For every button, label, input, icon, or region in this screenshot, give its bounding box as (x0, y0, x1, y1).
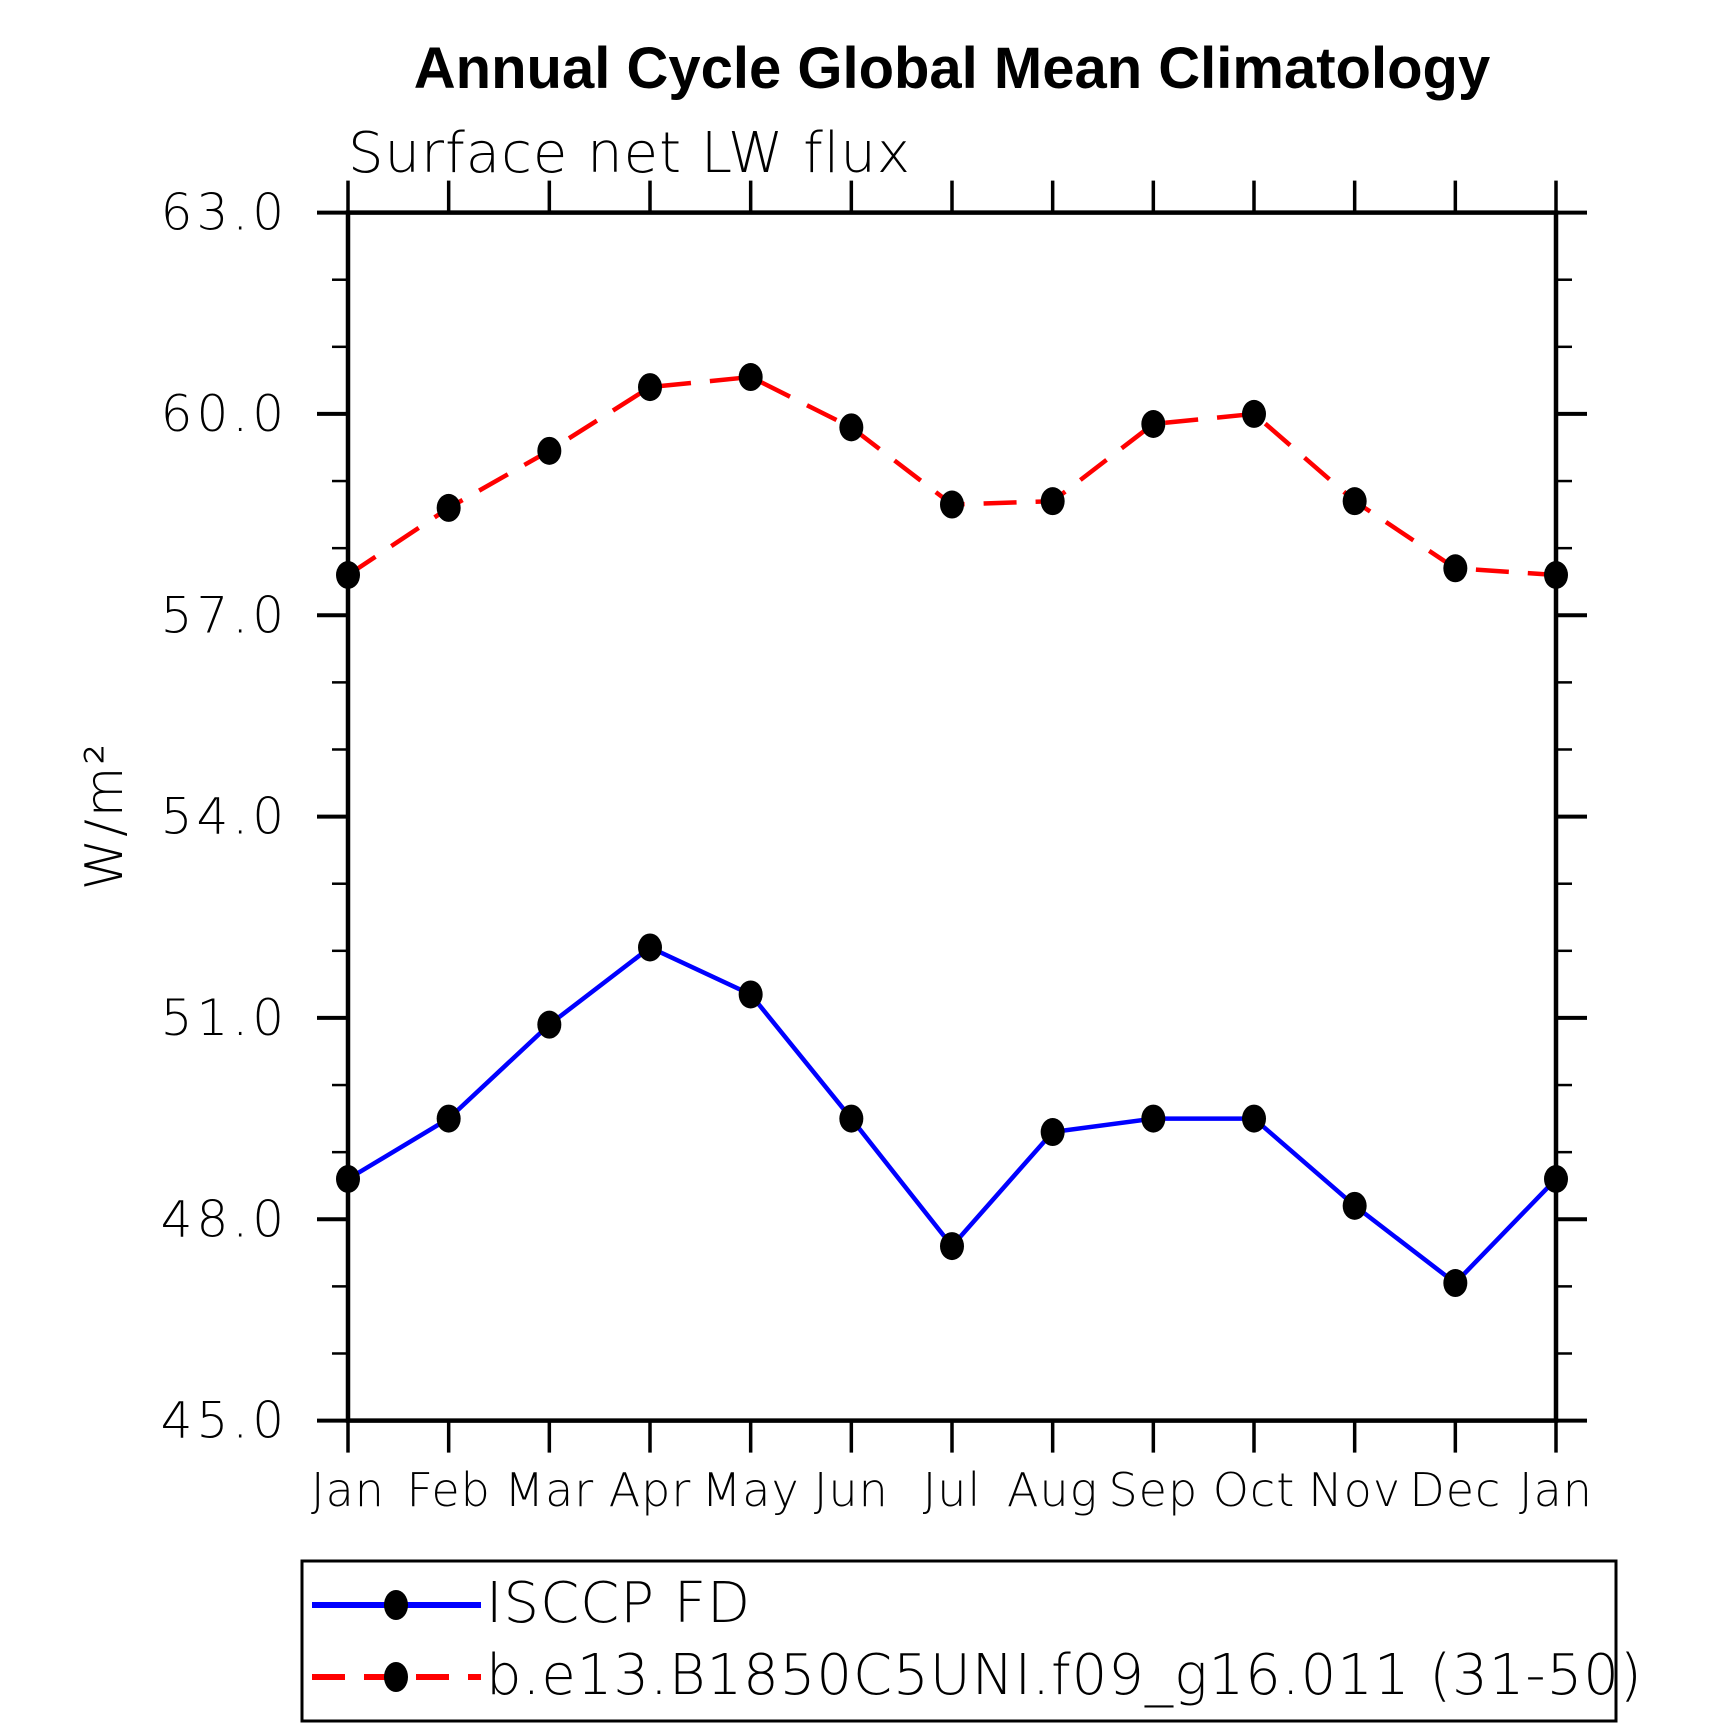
data-point-model-case (436, 493, 461, 522)
x-tick-label: Jan (1519, 1463, 1593, 1517)
data-point-isccp-fd (336, 1165, 360, 1193)
x-tick-label: Oct (1213, 1463, 1296, 1517)
data-point-model-case (336, 561, 360, 589)
legend-swatch-marker-isccp-fd (384, 1590, 408, 1620)
plot-area: 45.0 48.0 51.0 54.0 57.0 60.0 63.0 Jan Feb Mar Apr… (161, 180, 1593, 1517)
data-point-isccp-fd (1141, 1104, 1166, 1133)
series-line-model-case (346, 374, 1557, 578)
data-point-isccp-fd (436, 1104, 461, 1133)
chart-subtitle: Surface net LW flux (348, 121, 911, 186)
data-point-isccp-fd (638, 933, 662, 962)
data-point-model-case (1040, 487, 1065, 516)
data-point-model-case (638, 373, 662, 402)
y-axis-label: W/m² (75, 742, 135, 890)
data-point-model-case (839, 413, 864, 442)
data-point-isccp-fd (839, 1104, 864, 1133)
data-point-isccp-fd (537, 1010, 562, 1039)
data-point-isccp-fd (1342, 1191, 1367, 1220)
x-tick-label: Nov (1308, 1463, 1401, 1517)
data-point-model-case (537, 436, 562, 465)
x-tick-label: Jun (814, 1463, 889, 1517)
data-point-model-case (1242, 399, 1266, 428)
x-tick-label: Feb (406, 1463, 490, 1517)
x-tick-label: Aug (1007, 1463, 1098, 1517)
x-tick-label: Dec (1409, 1463, 1501, 1517)
legend-label-isccp-fd: ISCCP FD (486, 1571, 751, 1636)
x-tick-label: May (702, 1463, 800, 1517)
data-point-model-case (940, 490, 964, 519)
data-point-model-case (1544, 561, 1568, 589)
x-tick-label: Jul (923, 1463, 982, 1517)
legend-box (300, 1559, 1618, 1723)
y-tick-label: 51.0 (161, 989, 288, 1047)
y-tick-label: 45.0 (161, 1392, 288, 1450)
data-point-isccp-fd (940, 1232, 964, 1261)
data-point-model-case (738, 363, 763, 392)
y-tick-label: 60.0 (161, 385, 288, 443)
legend-label-model-case: b.e13.B1850C5UNI.f09_g16.011 (31-50) (486, 1643, 1643, 1708)
legend-swatch-marker-model-case (384, 1662, 408, 1692)
x-tick-label: Jan (311, 1463, 385, 1517)
chart-title: Annual Cycle Global Mean Climatology (414, 36, 1490, 101)
data-point-isccp-fd (1443, 1269, 1468, 1298)
legend: ISCCP FD b.e13.B1850C5UNI.f09_g16.011 (3… (300, 1559, 1643, 1723)
data-point-isccp-fd (1242, 1104, 1266, 1133)
y-tick-label: 54.0 (161, 788, 288, 846)
data-point-model-case (1443, 554, 1468, 583)
data-point-isccp-fd (738, 980, 763, 1009)
y-tick-label: 57.0 (161, 586, 288, 644)
y-tick-label: 48.0 (161, 1190, 288, 1248)
data-point-isccp-fd (1544, 1165, 1568, 1193)
data-point-model-case (1342, 487, 1367, 516)
y-tick-label: 63.0 (161, 184, 288, 242)
data-point-isccp-fd (1040, 1118, 1065, 1147)
x-tick-label: Apr (609, 1463, 692, 1517)
data-point-model-case (1141, 410, 1166, 438)
x-tick-label: Mar (504, 1463, 594, 1517)
x-tick-label: Sep (1108, 1463, 1198, 1517)
